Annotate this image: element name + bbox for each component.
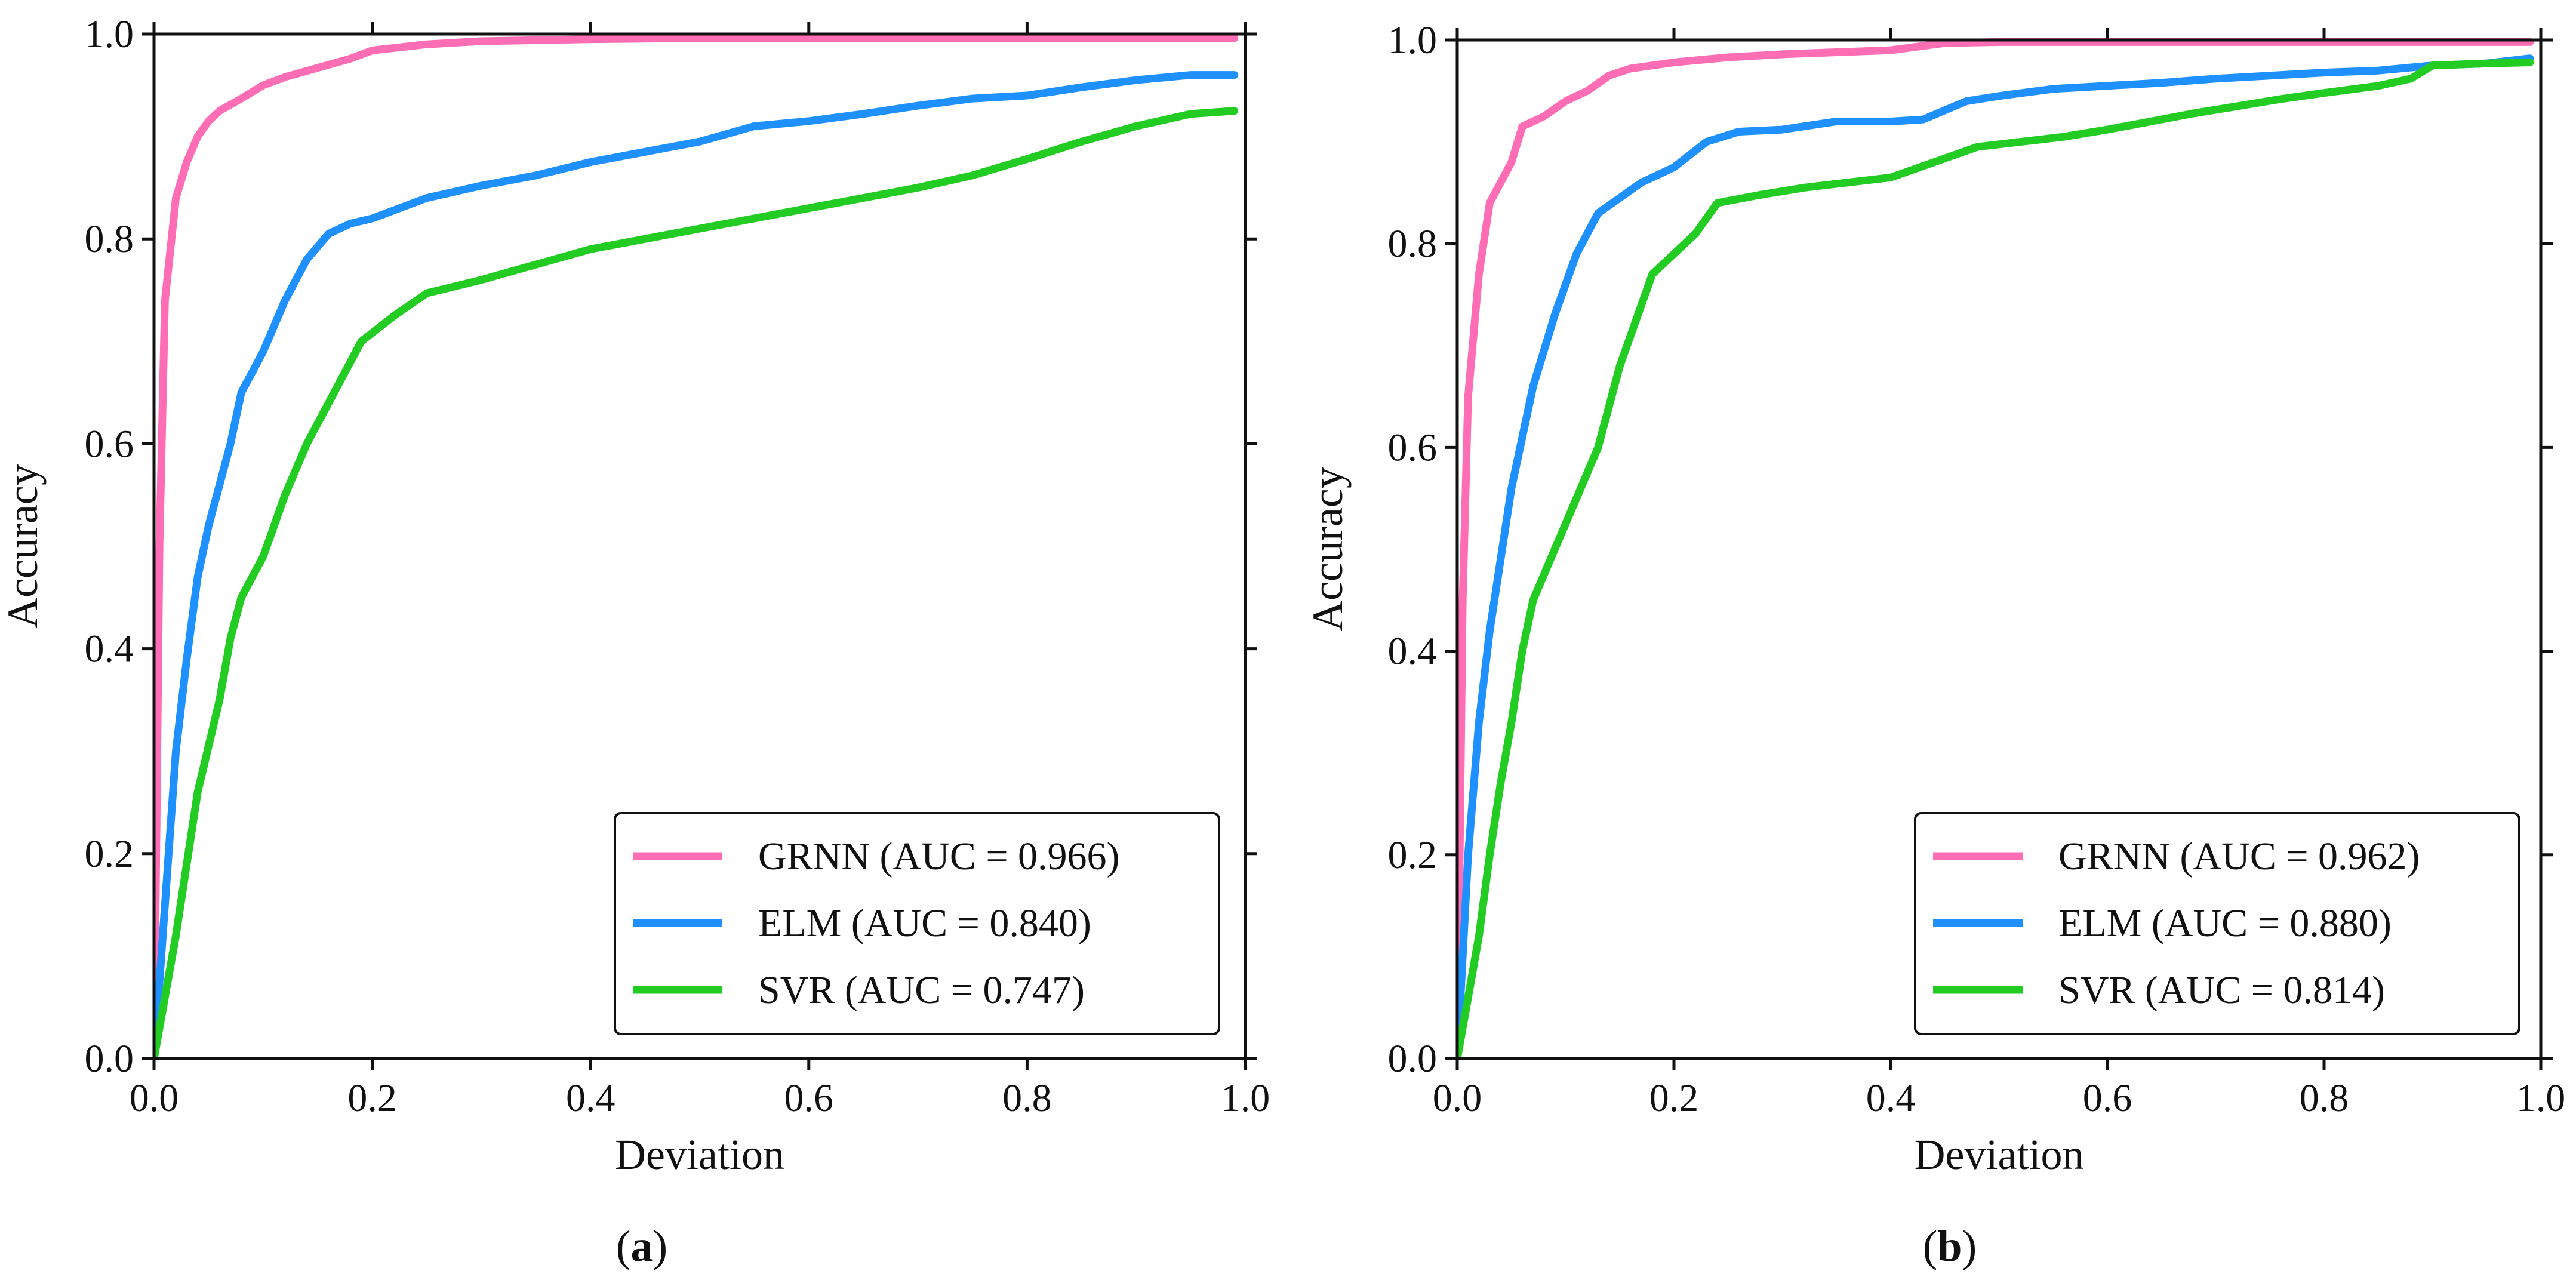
series-line-1 [154, 34, 1239, 1059]
y-tick-label: 0.4 [85, 627, 134, 671]
panel-label-letter: a [631, 1222, 653, 1271]
y-tick-label: 0.0 [85, 1037, 134, 1081]
series-line-2 [154, 71, 1239, 1059]
legend-box [614, 812, 1220, 1035]
y-tick-label: 0.8 [85, 217, 134, 261]
x-tick-label: 0.0 [1433, 1076, 1482, 1120]
legend-label-3: SVR (AUC = 0.747) [758, 968, 1085, 1012]
legend: GRNN (AUC = 0.962) ELM (AUC = 0.880) SVR (… [1914, 812, 2520, 1035]
y-tick-label: 0.4 [1388, 630, 1438, 673]
y-tick-label: 0.6 [85, 422, 134, 466]
legend: GRNN (AUC = 0.966) ELM (AUC = 0.840) SVR (… [614, 812, 1220, 1035]
panel-label: (a) [616, 1222, 667, 1271]
axes-frame [1455, 38, 2543, 1060]
x-tick-label: 1.0 [2516, 1076, 2566, 1120]
y-tick-label: 0.8 [1388, 222, 1438, 266]
y-tick-label: 1.0 [85, 13, 134, 56]
legend-label-2: ELM (AUC = 0.840) [758, 901, 1091, 945]
x-tick-label: 0.0 [130, 1076, 179, 1120]
x-tick-label: 0.8 [2300, 1076, 2349, 1120]
x-tick-label: 0.8 [1002, 1076, 1052, 1120]
legend-label-2: ELM (AUC = 0.880) [2058, 901, 2392, 945]
x-tick-label: 1.0 [1221, 1076, 1270, 1120]
legend-label-1: GRNN (AUC = 0.966) [758, 835, 1120, 878]
y-tick-label: 0.2 [1388, 833, 1438, 877]
y-tick-label: 0.0 [1388, 1037, 1438, 1081]
panel-label: (b) [1923, 1222, 1977, 1271]
y-tick-label: 0.2 [85, 832, 134, 876]
legend-box [1914, 812, 2520, 1035]
y-axis-label: Accuracy [0, 464, 47, 629]
axes-frame [152, 32, 1247, 1060]
series-lines [154, 34, 1239, 1059]
x-tick-label: 0.2 [347, 1076, 397, 1120]
chart-panel-b: 0.0 0.2 0.4 0.6 0.8 1.0 0.0 0.2 0.4 0.6 0.8 1.0 Devi… [1304, 19, 2565, 1271]
x-axis-label: Deviation [615, 1131, 784, 1179]
x-tick-label: 0.4 [1866, 1076, 1916, 1120]
x-tick-label: 0.2 [1649, 1076, 1699, 1120]
series-lines [1457, 38, 2534, 1059]
panel-label-letter: b [1937, 1222, 1962, 1271]
y-tick-label: 0.6 [1388, 426, 1438, 469]
legend-label-1: GRNN (AUC = 0.962) [2058, 835, 2420, 878]
series-line-1 [1457, 38, 2534, 1059]
x-tick-label: 0.6 [784, 1076, 834, 1120]
y-tick-label: 1.0 [1388, 19, 1438, 62]
x-axis-label: Deviation [1915, 1131, 2084, 1179]
chart-panel-a: 0.0 0.2 0.4 0.6 0.8 1.0 0.0 0.2 0.4 0.6 0.8 1.0 Devi… [0, 13, 1270, 1271]
x-tick-label: 0.6 [2083, 1076, 2132, 1120]
x-tick-label: 0.4 [566, 1076, 615, 1120]
y-axis-label: Accuracy [1304, 467, 1352, 632]
series-line-3 [1457, 59, 2534, 1059]
legend-label-3: SVR (AUC = 0.814) [2058, 968, 2385, 1012]
series-line-2 [1457, 54, 2534, 1059]
series-line-3 [154, 107, 1239, 1059]
